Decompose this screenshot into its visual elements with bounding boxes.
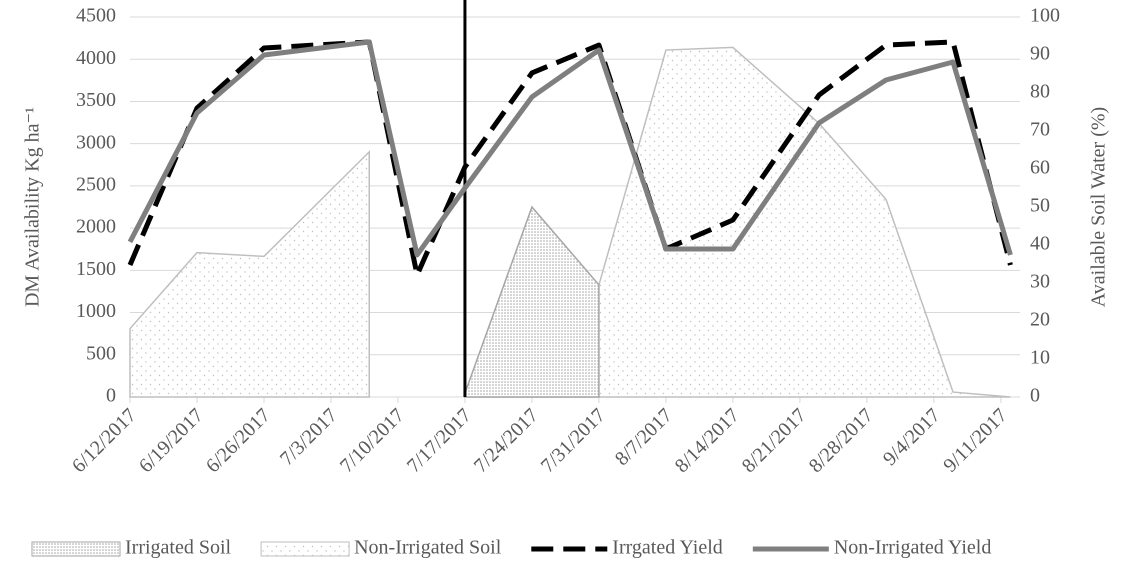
legend-item: Irrigated Soil bbox=[31, 537, 232, 559]
x-tick-label: 7/3/2017 bbox=[276, 404, 342, 470]
legend-item: Irrgated Yield bbox=[531, 537, 723, 559]
y-tick-label: 3500 bbox=[76, 89, 116, 111]
legend-item: Non-Irrigated Yield bbox=[752, 537, 992, 559]
x-tick-label: 8/14/2017 bbox=[671, 404, 744, 477]
x-tick-label: 7/31/2017 bbox=[537, 404, 610, 477]
legend-label: Irrgated Yield bbox=[612, 537, 723, 559]
y2-axis-title: Available Soil Water (%) bbox=[1088, 107, 1110, 307]
y-tick-label: 500 bbox=[86, 342, 116, 364]
x-tick-label: 9/4/2017 bbox=[879, 404, 945, 470]
y-tick-label: 3000 bbox=[76, 131, 116, 153]
y2-tick-label: 90 bbox=[1030, 43, 1050, 65]
legend-item: Non-Irrigated Soil bbox=[260, 537, 502, 559]
y-axis-title: DM Availability Kg ha⁻¹ bbox=[22, 107, 44, 307]
y2-tick-label: 80 bbox=[1030, 81, 1050, 103]
x-tick-label: 7/17/2017 bbox=[403, 404, 476, 477]
x-tick-label: 6/12/2017 bbox=[68, 404, 141, 477]
y2-tick-label: 30 bbox=[1030, 271, 1050, 293]
x-tick-label: 8/28/2017 bbox=[805, 404, 878, 477]
legend-label: Non-Irrigated Yield bbox=[834, 537, 992, 559]
legend-label: Non-Irrigated Soil bbox=[354, 537, 502, 559]
soil-area bbox=[129, 150, 370, 398]
soil-area bbox=[464, 205, 600, 398]
y-tick-label: 2000 bbox=[76, 216, 116, 238]
legend-swatch bbox=[31, 541, 121, 557]
y2-tick-label: 40 bbox=[1030, 233, 1050, 255]
yield-line bbox=[127, 39, 1013, 278]
y2-tick-label: 20 bbox=[1030, 309, 1050, 331]
x-tick-label: 7/10/2017 bbox=[336, 404, 409, 477]
y2-tick-label: 60 bbox=[1030, 157, 1050, 179]
y2-tick-label: 10 bbox=[1030, 347, 1050, 369]
y-tick-label: 4500 bbox=[76, 5, 116, 27]
legend-swatch bbox=[260, 541, 350, 557]
y-tick-label: 2500 bbox=[76, 173, 116, 195]
x-tick-label: 6/19/2017 bbox=[135, 404, 208, 477]
x-tick-label: 8/21/2017 bbox=[738, 404, 811, 477]
yield-line bbox=[127, 39, 1013, 258]
x-tick-label: 8/7/2017 bbox=[611, 404, 677, 470]
y2-tick-label: 0 bbox=[1030, 385, 1040, 407]
y2-tick-label: 100 bbox=[1030, 5, 1060, 27]
y-tick-label: 4000 bbox=[76, 47, 116, 69]
legend-label: Irrigated Soil bbox=[125, 537, 232, 559]
y-tick-label: 1000 bbox=[76, 300, 116, 322]
x-tick-label: 9/11/2017 bbox=[939, 404, 1011, 476]
y2-tick-label: 70 bbox=[1030, 119, 1050, 141]
x-tick-label: 7/24/2017 bbox=[470, 404, 543, 477]
x-tick-label: 6/26/2017 bbox=[202, 404, 275, 477]
y-tick-label: 0 bbox=[106, 385, 116, 407]
y-tick-label: 1500 bbox=[76, 258, 116, 280]
y2-tick-label: 50 bbox=[1030, 195, 1050, 217]
